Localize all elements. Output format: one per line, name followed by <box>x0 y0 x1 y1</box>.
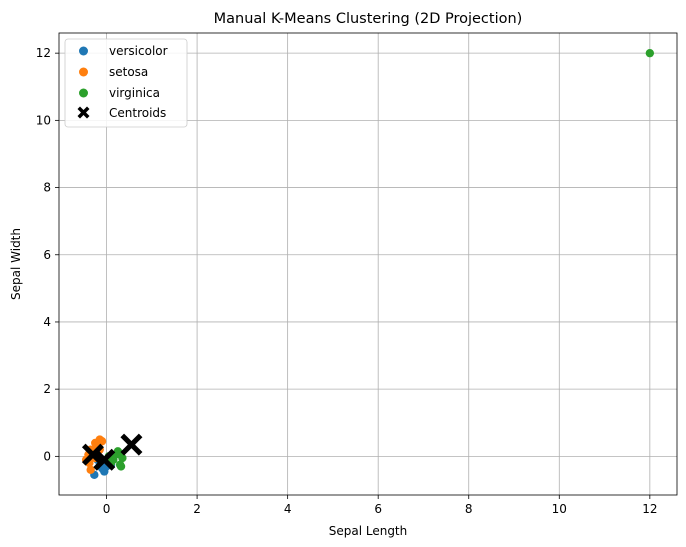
legend-label-versicolor: versicolor <box>109 44 168 58</box>
legend-box <box>64 38 188 128</box>
y-axis-label: Sepal Width <box>9 228 23 300</box>
x-tick-label: 8 <box>465 502 473 516</box>
x-axis-label: Sepal Length <box>329 524 408 538</box>
point-virginica <box>115 448 124 458</box>
legend-marker-virginica <box>79 88 88 98</box>
point-setosa <box>86 465 95 474</box>
legend-marker-centroids <box>77 106 90 119</box>
y-tick-label: 0 <box>43 449 51 463</box>
grid <box>59 33 677 495</box>
chart-title: Manual K-Means Clustering (2D Projection… <box>214 11 523 27</box>
point-virginica <box>645 48 655 58</box>
legend-marker-setosa <box>79 67 88 77</box>
legend-marker-versicolor <box>79 46 88 56</box>
point-virginica <box>116 462 126 471</box>
legend-label-virginica: virginica <box>109 86 160 100</box>
data-points <box>81 48 655 480</box>
x-tick-label: 4 <box>284 502 292 516</box>
centroid-marker <box>120 433 143 456</box>
y-tick-label: 6 <box>43 248 51 262</box>
x-tick-label: 6 <box>374 502 382 516</box>
legend: versicolor setosa virginica Centroids <box>64 38 188 128</box>
y-tick-label: 8 <box>43 181 51 195</box>
x-tick-label: 10 <box>552 502 567 516</box>
x-tick-label: 12 <box>642 502 657 516</box>
legend-label-centroids: Centroids <box>109 106 166 120</box>
axis-ticks: 0 2 4 6 8 10 12 0 2 4 6 8 10 12 <box>36 46 658 516</box>
centroid-marker <box>81 443 104 466</box>
centroid-marker <box>93 448 116 471</box>
y-tick-label: 12 <box>36 46 51 60</box>
y-tick-label: 2 <box>43 382 51 396</box>
plot-frame <box>58 32 678 496</box>
legend-label-setosa: setosa <box>109 65 148 79</box>
x-tick-label: 2 <box>193 502 201 516</box>
y-tick-label: 4 <box>43 315 51 329</box>
x-tick-label: 0 <box>103 502 111 516</box>
y-tick-label: 10 <box>36 113 51 127</box>
point-setosa <box>97 437 107 446</box>
